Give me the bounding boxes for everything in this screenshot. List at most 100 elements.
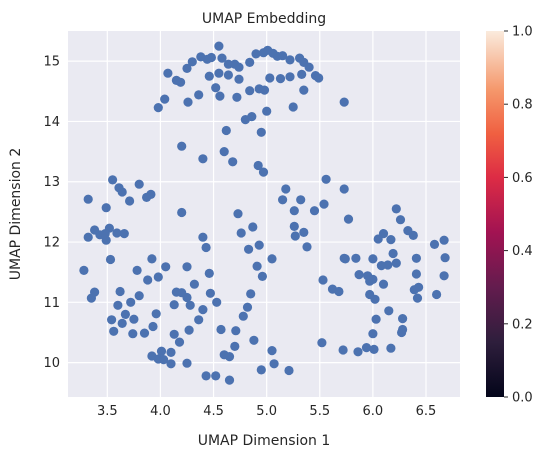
x-tick-label: 6.0: [363, 404, 384, 419]
data-point: [109, 326, 119, 336]
data-point: [275, 74, 286, 84]
data-point: [284, 365, 294, 376]
data-point: [429, 239, 440, 249]
data-point: [204, 71, 214, 81]
data-point: [83, 232, 93, 242]
data-point: [198, 154, 208, 164]
data-point: [334, 286, 344, 297]
data-point: [189, 279, 199, 289]
data-point: [265, 73, 275, 83]
data-point: [398, 314, 408, 324]
data-point: [201, 242, 211, 253]
data-point: [169, 329, 179, 339]
y-axis-label: UMAP Dimension 2: [8, 148, 24, 281]
data-point: [262, 106, 272, 116]
data-point: [251, 49, 261, 59]
data-point: [232, 92, 242, 102]
data-point: [412, 293, 423, 303]
data-point: [234, 74, 244, 84]
data-point: [317, 338, 327, 348]
data-point: [254, 240, 264, 250]
y-tick-label: 14: [43, 115, 60, 130]
data-point: [378, 279, 389, 289]
data-point: [194, 90, 204, 100]
data-point: [174, 337, 185, 347]
data-point: [302, 242, 312, 252]
data-point: [368, 329, 378, 339]
data-point: [90, 287, 100, 297]
colorbar-tick-label: 0.6: [512, 171, 533, 186]
data-point: [159, 355, 169, 365]
data-point: [182, 63, 192, 73]
data-point: [297, 69, 307, 79]
colorbar-tick-label: 1.0: [512, 25, 533, 40]
data-point: [223, 59, 233, 69]
data-point: [147, 351, 157, 361]
data-point: [373, 234, 383, 244]
data-point: [211, 371, 221, 381]
data-point: [343, 214, 354, 224]
data-point: [439, 235, 449, 245]
data-point: [101, 203, 111, 213]
x-tick-label: 6.5: [416, 404, 437, 419]
data-point: [432, 289, 442, 300]
data-point: [166, 359, 176, 369]
data-point: [384, 306, 394, 316]
data-point: [236, 228, 246, 238]
data-point: [128, 329, 138, 339]
data-point: [79, 265, 89, 275]
data-point: [238, 311, 248, 321]
data-point: [278, 51, 288, 61]
data-point: [386, 235, 396, 245]
data-point: [215, 91, 225, 101]
data-point: [245, 86, 255, 96]
data-point: [177, 141, 187, 151]
y-tick-label: 10: [43, 356, 60, 371]
data-point: [368, 274, 378, 284]
data-point: [259, 85, 270, 95]
data-point: [439, 271, 449, 281]
data-point: [256, 127, 266, 137]
data-point: [361, 343, 372, 353]
data-point: [183, 97, 193, 107]
data-point: [411, 253, 421, 263]
data-point: [216, 324, 226, 335]
data-point: [182, 262, 192, 272]
data-point: [113, 300, 123, 310]
x-tick-label: 4.5: [203, 404, 224, 419]
data-point: [171, 75, 181, 85]
data-point: [269, 359, 279, 369]
data-point: [206, 52, 216, 63]
data-point: [281, 184, 291, 194]
data-point: [114, 183, 124, 193]
data-point: [253, 160, 263, 171]
data-point: [204, 268, 214, 278]
data-point: [166, 347, 176, 357]
data-point: [249, 335, 259, 345]
y-tick-label: 12: [43, 236, 60, 251]
data-point: [219, 350, 229, 360]
data-point: [147, 254, 157, 264]
data-point: [219, 147, 229, 157]
data-point: [258, 167, 269, 177]
data-point: [354, 270, 364, 280]
data-point: [391, 258, 401, 268]
colorbar-tick-label: 0.8: [512, 98, 533, 113]
colorbar-tick-label: 0.2: [512, 317, 533, 332]
data-point: [368, 254, 378, 264]
data-point: [120, 309, 130, 319]
data-point: [169, 300, 179, 310]
data-point: [139, 328, 150, 338]
data-point: [339, 97, 349, 107]
data-point: [248, 222, 258, 232]
data-point: [244, 244, 254, 254]
data-point: [205, 288, 215, 298]
data-point: [182, 358, 192, 368]
data-point: [151, 309, 161, 319]
data-point: [411, 269, 421, 279]
data-point: [198, 305, 208, 315]
data-point: [299, 227, 309, 237]
data-point: [187, 57, 197, 67]
data-point: [340, 254, 350, 264]
data-point: [440, 253, 450, 263]
